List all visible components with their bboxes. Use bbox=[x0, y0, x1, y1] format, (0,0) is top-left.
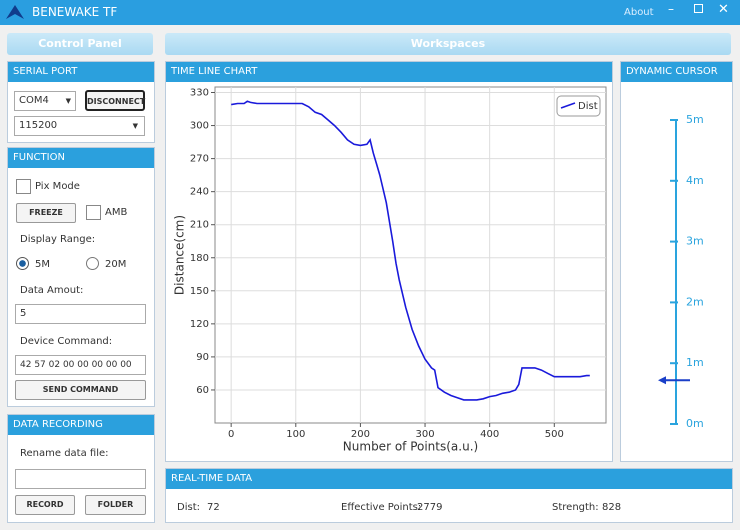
section-heading: TIME LINE CHART bbox=[166, 62, 612, 82]
function-section: FUNCTION Pix Mode FREEZE AMB Display Ran… bbox=[7, 147, 155, 407]
y-tick-label: 180 bbox=[190, 253, 209, 264]
section-heading: SERIAL PORT bbox=[8, 62, 154, 82]
cursor-scale: 0m 1m 2m 3m 4m 5m bbox=[658, 113, 704, 430]
pix-mode-checkbox[interactable] bbox=[16, 179, 31, 194]
rename-input[interactable] bbox=[15, 469, 146, 489]
x-tick-label: 0 bbox=[228, 429, 234, 440]
radio-20m[interactable] bbox=[86, 257, 99, 270]
y-axis-label: Distance(cm) bbox=[173, 215, 187, 295]
folder-button[interactable]: FOLDER bbox=[85, 495, 146, 515]
baud-select[interactable]: 115200 ▼ bbox=[14, 116, 145, 136]
cursor-tick-label: 4m bbox=[686, 174, 704, 187]
cursor-tick-label: 2m bbox=[686, 295, 704, 308]
close[interactable]: ✕ bbox=[718, 2, 729, 17]
section-heading: FUNCTION bbox=[8, 148, 154, 168]
cursor-tick-label: 5m bbox=[686, 113, 704, 126]
y-tick-label: 120 bbox=[190, 319, 209, 330]
maximize[interactable] bbox=[694, 4, 703, 13]
disconnect-button[interactable]: DISCONNECT bbox=[85, 90, 145, 111]
data-amount-input[interactable]: 5 bbox=[15, 304, 146, 324]
x-tick-label: 300 bbox=[415, 429, 434, 440]
port: COM4 bbox=[19, 95, 49, 106]
data-line bbox=[231, 100, 590, 401]
amb-checkbox[interactable] bbox=[86, 205, 101, 220]
radio-label: 5M bbox=[35, 259, 50, 270]
device-command-label: Device Command: bbox=[20, 336, 113, 347]
y-tick-label: 270 bbox=[190, 154, 209, 165]
strength-label: Strength: bbox=[552, 502, 599, 513]
points-label: Effective Points: bbox=[341, 502, 422, 513]
serial-port-section: SERIAL PORT COM4 ▼ DISCONNECT 115200 ▼ bbox=[7, 61, 155, 143]
y-tick-label: 150 bbox=[190, 286, 209, 297]
dist-value: 72 bbox=[207, 502, 220, 513]
app-title: BENEWAKE TF bbox=[32, 5, 118, 19]
section-heading: REAL-TIME DATA bbox=[166, 469, 732, 489]
title-bar: BENEWAKE TF About – ✕ bbox=[0, 0, 740, 25]
panel-title: Workspaces bbox=[165, 33, 731, 55]
device-command-input[interactable]: 42 57 02 00 00 00 00 00 bbox=[15, 355, 146, 375]
menu-about[interactable]: About bbox=[624, 7, 654, 18]
y-tick-label: 90 bbox=[196, 352, 209, 363]
legend-box bbox=[556, 95, 601, 117]
baud: 115200 bbox=[19, 120, 58, 131]
port-select[interactable]: COM4 ▼ bbox=[14, 91, 76, 111]
x-tick-label: 200 bbox=[351, 429, 370, 440]
y-tick-label: 240 bbox=[190, 187, 209, 198]
y-tick-label: 300 bbox=[190, 121, 209, 132]
radio-5m[interactable] bbox=[16, 257, 29, 270]
cursor-tick-label: 0m bbox=[686, 417, 704, 430]
data-amount-label: Data Amout: bbox=[20, 285, 84, 296]
display-range-label: Display Range: bbox=[20, 234, 96, 245]
cursor-tick-label: 3m bbox=[686, 235, 704, 248]
dist-label: Dist: bbox=[177, 502, 200, 513]
logo bbox=[6, 5, 24, 19]
record-button[interactable]: RECORD bbox=[15, 495, 75, 515]
panel-title: Control Panel bbox=[7, 33, 153, 55]
line-chart: 60 90 120 150 180 210 240 270 300 330 0 100 200 300 40… bbox=[173, 86, 607, 454]
pix-mode-label: Pix Mode bbox=[35, 181, 80, 192]
legend-swatch bbox=[560, 102, 576, 109]
section-heading: DATA RECORDING bbox=[8, 415, 154, 435]
y-tick-label: 330 bbox=[190, 88, 209, 99]
x-tick-label: 500 bbox=[545, 429, 564, 440]
x-tick-label: 400 bbox=[480, 429, 499, 440]
minimize[interactable]: – bbox=[668, 2, 674, 16]
section-heading: DYNAMIC CURSOR bbox=[621, 62, 732, 82]
strength-value: 828 bbox=[602, 502, 622, 513]
freeze-button[interactable]: FREEZE bbox=[16, 203, 76, 223]
realtime-section: REAL-TIME DATA Dist: 72 Effective Points… bbox=[165, 468, 733, 523]
radio-label: 20M bbox=[105, 259, 127, 270]
send-command-button[interactable]: SEND COMMAND bbox=[15, 380, 146, 400]
y-tick-label: 60 bbox=[196, 385, 209, 396]
rename-label: Rename data file: bbox=[20, 448, 109, 459]
y-tick-label: 210 bbox=[190, 220, 209, 231]
amb-label: AMB bbox=[105, 207, 128, 218]
data-recording-section: DATA RECORDING Rename data file: RECORD … bbox=[7, 414, 155, 523]
x-axis-label: Number of Points(a.u.) bbox=[343, 440, 478, 454]
cursor-marker bbox=[658, 376, 690, 385]
plot-area bbox=[214, 86, 607, 424]
legend-label: Dist bbox=[578, 101, 598, 112]
x-tick-label: 100 bbox=[286, 429, 305, 440]
points-value: 2779 bbox=[417, 502, 443, 513]
cursor-tick-label: 1m bbox=[686, 356, 704, 369]
